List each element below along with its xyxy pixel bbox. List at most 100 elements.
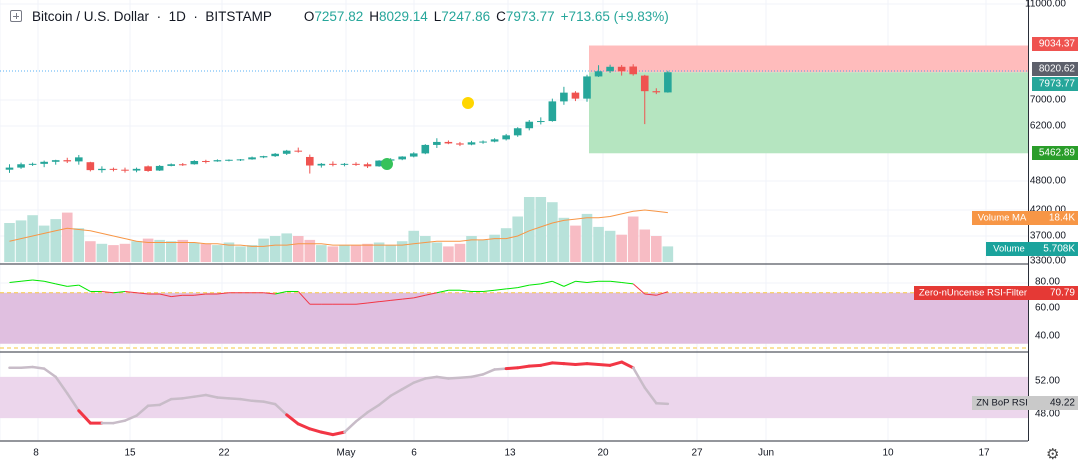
candle <box>294 147 303 153</box>
price-tick-label: 7000.00 <box>1030 95 1067 106</box>
candle-body <box>248 157 256 160</box>
candle <box>167 163 175 167</box>
volume-bar <box>119 243 131 262</box>
bop-segment <box>539 361 554 367</box>
candle-body <box>282 150 291 154</box>
bop-segment <box>42 367 57 379</box>
stop-loss-zone <box>589 45 1028 73</box>
bop-segment <box>389 388 404 398</box>
candle <box>629 64 637 76</box>
candle-body <box>75 157 83 162</box>
expand-icon[interactable] <box>10 10 22 22</box>
bop-segment <box>573 362 589 366</box>
volume-bar <box>396 241 408 262</box>
volume-bar <box>523 197 535 262</box>
volume-bar <box>547 202 558 262</box>
candle-body <box>467 142 476 145</box>
candle <box>75 154 83 165</box>
settings-gear-icon[interactable]: ⚙ <box>1046 445 1060 463</box>
volume-bar <box>73 228 85 262</box>
candle <box>594 65 603 77</box>
candle-body <box>132 168 141 171</box>
rsi-band <box>0 292 1028 344</box>
bop-name-label-bg <box>972 396 1032 410</box>
bop-segment <box>273 402 288 417</box>
time-tick-label: May <box>337 448 356 459</box>
candle <box>652 88 661 95</box>
candle-body <box>433 141 441 145</box>
stop-price-badge: 9034.37 <box>1039 39 1076 50</box>
candle-body <box>594 71 603 77</box>
bop-segment <box>527 363 543 368</box>
bop-segment <box>354 411 369 423</box>
candle <box>537 117 545 125</box>
bop-segment <box>366 403 381 414</box>
candle <box>17 162 25 169</box>
candle <box>282 149 291 155</box>
candle <box>479 140 487 144</box>
candle-body <box>63 160 72 162</box>
signal-marker-green <box>381 158 393 170</box>
bop-band <box>0 376 1028 419</box>
candle <box>513 127 522 137</box>
candle-body <box>456 143 464 145</box>
candle <box>640 74 649 125</box>
candle <box>40 160 48 168</box>
candle <box>375 160 383 167</box>
candle-body <box>259 156 268 158</box>
volume-bar <box>443 246 454 262</box>
rsi-segment <box>263 292 276 295</box>
last-price-badge: 7973.77 <box>1039 79 1076 90</box>
open-value: 7257.82 <box>314 8 364 24</box>
take-profit-zone <box>589 72 1028 154</box>
volume-bar <box>316 245 327 262</box>
rsi-value-badge-bg <box>1032 286 1078 300</box>
candle <box>190 160 199 165</box>
volume-bar <box>304 239 316 262</box>
bop-segment <box>631 366 646 389</box>
candle <box>121 167 129 173</box>
bop-segment <box>123 414 138 422</box>
rsi-segment <box>494 288 507 291</box>
rsi-segment <box>20 279 33 282</box>
rsi-segment <box>297 291 311 305</box>
volume-ma-value-badge-bg <box>1032 211 1078 225</box>
candle <box>421 144 430 155</box>
time-tick-label: 27 <box>691 448 703 459</box>
volume-bar <box>616 234 627 262</box>
rsi-segment <box>529 283 541 286</box>
volume-bar <box>373 242 385 262</box>
candle-body <box>606 66 614 72</box>
rsi-segment <box>124 290 137 294</box>
candle-body <box>652 91 661 93</box>
bop-segment <box>435 375 450 380</box>
candle <box>444 140 453 145</box>
time-tick-label: Jun <box>758 448 774 459</box>
candle <box>548 98 557 122</box>
volume-bar <box>350 245 362 262</box>
time-tick-label: 20 <box>597 448 609 459</box>
candle-body <box>202 160 210 162</box>
time-tick-label: 8 <box>33 448 39 459</box>
rsi-segment <box>644 293 657 296</box>
volume-ma-line <box>9 209 668 247</box>
bop-name-label: ZN BoP RSI <box>976 398 1028 409</box>
price-tick-label: 6200.00 <box>1030 121 1067 132</box>
rsi-segment <box>9 280 22 284</box>
volume-bar <box>108 245 119 262</box>
rsi-segment <box>482 289 495 292</box>
bop-segment <box>643 386 658 405</box>
close-value: 7973.77 <box>505 8 555 24</box>
volume-bar <box>651 236 662 262</box>
volume-bar <box>535 197 547 262</box>
rsi-segment <box>632 283 646 295</box>
bop-segment <box>516 364 531 370</box>
volume-bar <box>246 245 258 262</box>
candle <box>155 165 164 171</box>
change-value: +713.65 (+9.83%) <box>560 8 669 24</box>
candle-body <box>421 144 430 154</box>
candle-body <box>155 165 164 171</box>
rsi-segment <box>379 299 391 303</box>
candle-body <box>617 66 626 72</box>
